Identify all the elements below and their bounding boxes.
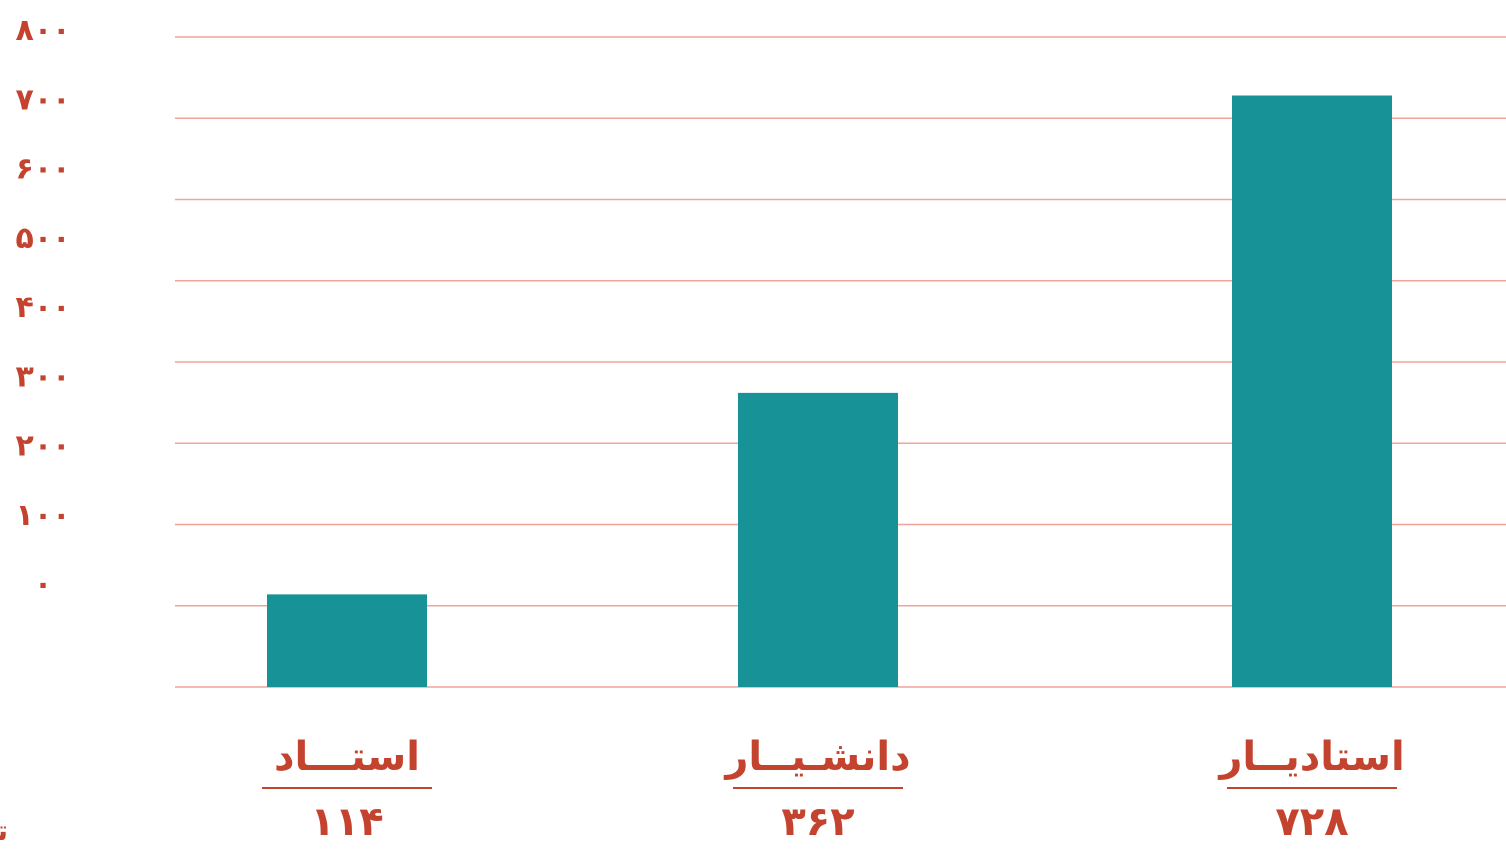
y-tick-label: ۷۰۰ (16, 82, 71, 117)
y-tick-label: ۱۰۰ (16, 498, 71, 533)
x-category-label: استادیــار (1217, 734, 1404, 780)
y-tick-label: ۲۰۰ (16, 429, 71, 464)
x-category-label: استـــاد (274, 734, 420, 780)
x-category-label: دانشـیــار (723, 734, 910, 780)
x-axis-category-labels: استـــاد ۱۱۴ دانشـیــار ۳۶۲ استادیــار ۷۲۸ (262, 734, 1405, 845)
y-tick-label: ۴۰۰ (16, 290, 71, 325)
y-tick-label: ۶۰۰ (16, 152, 71, 187)
bar (738, 392, 898, 687)
bar-value-label: ۱۱۴ (310, 799, 383, 845)
y-tick-label: ۵۰۰ (16, 221, 71, 256)
bars (267, 95, 1392, 687)
y-axis-label: تعداد (0, 814, 8, 845)
y-tick-label: ۰ (34, 567, 52, 602)
bar-value-label: ۳۶۲ (781, 799, 854, 845)
bar (1232, 95, 1392, 687)
y-axis-ticks: ۰ ۱۰۰ ۲۰۰ ۳۰۰ ۴۰۰ ۵۰۰ ۶۰۰ ۷۰۰ ۸۰۰ (16, 13, 71, 602)
bar-value-label: ۷۲۸ (1275, 799, 1348, 845)
bar (267, 594, 427, 687)
y-tick-label: ۳۰۰ (16, 359, 71, 394)
y-tick-label: ۸۰۰ (16, 13, 71, 48)
